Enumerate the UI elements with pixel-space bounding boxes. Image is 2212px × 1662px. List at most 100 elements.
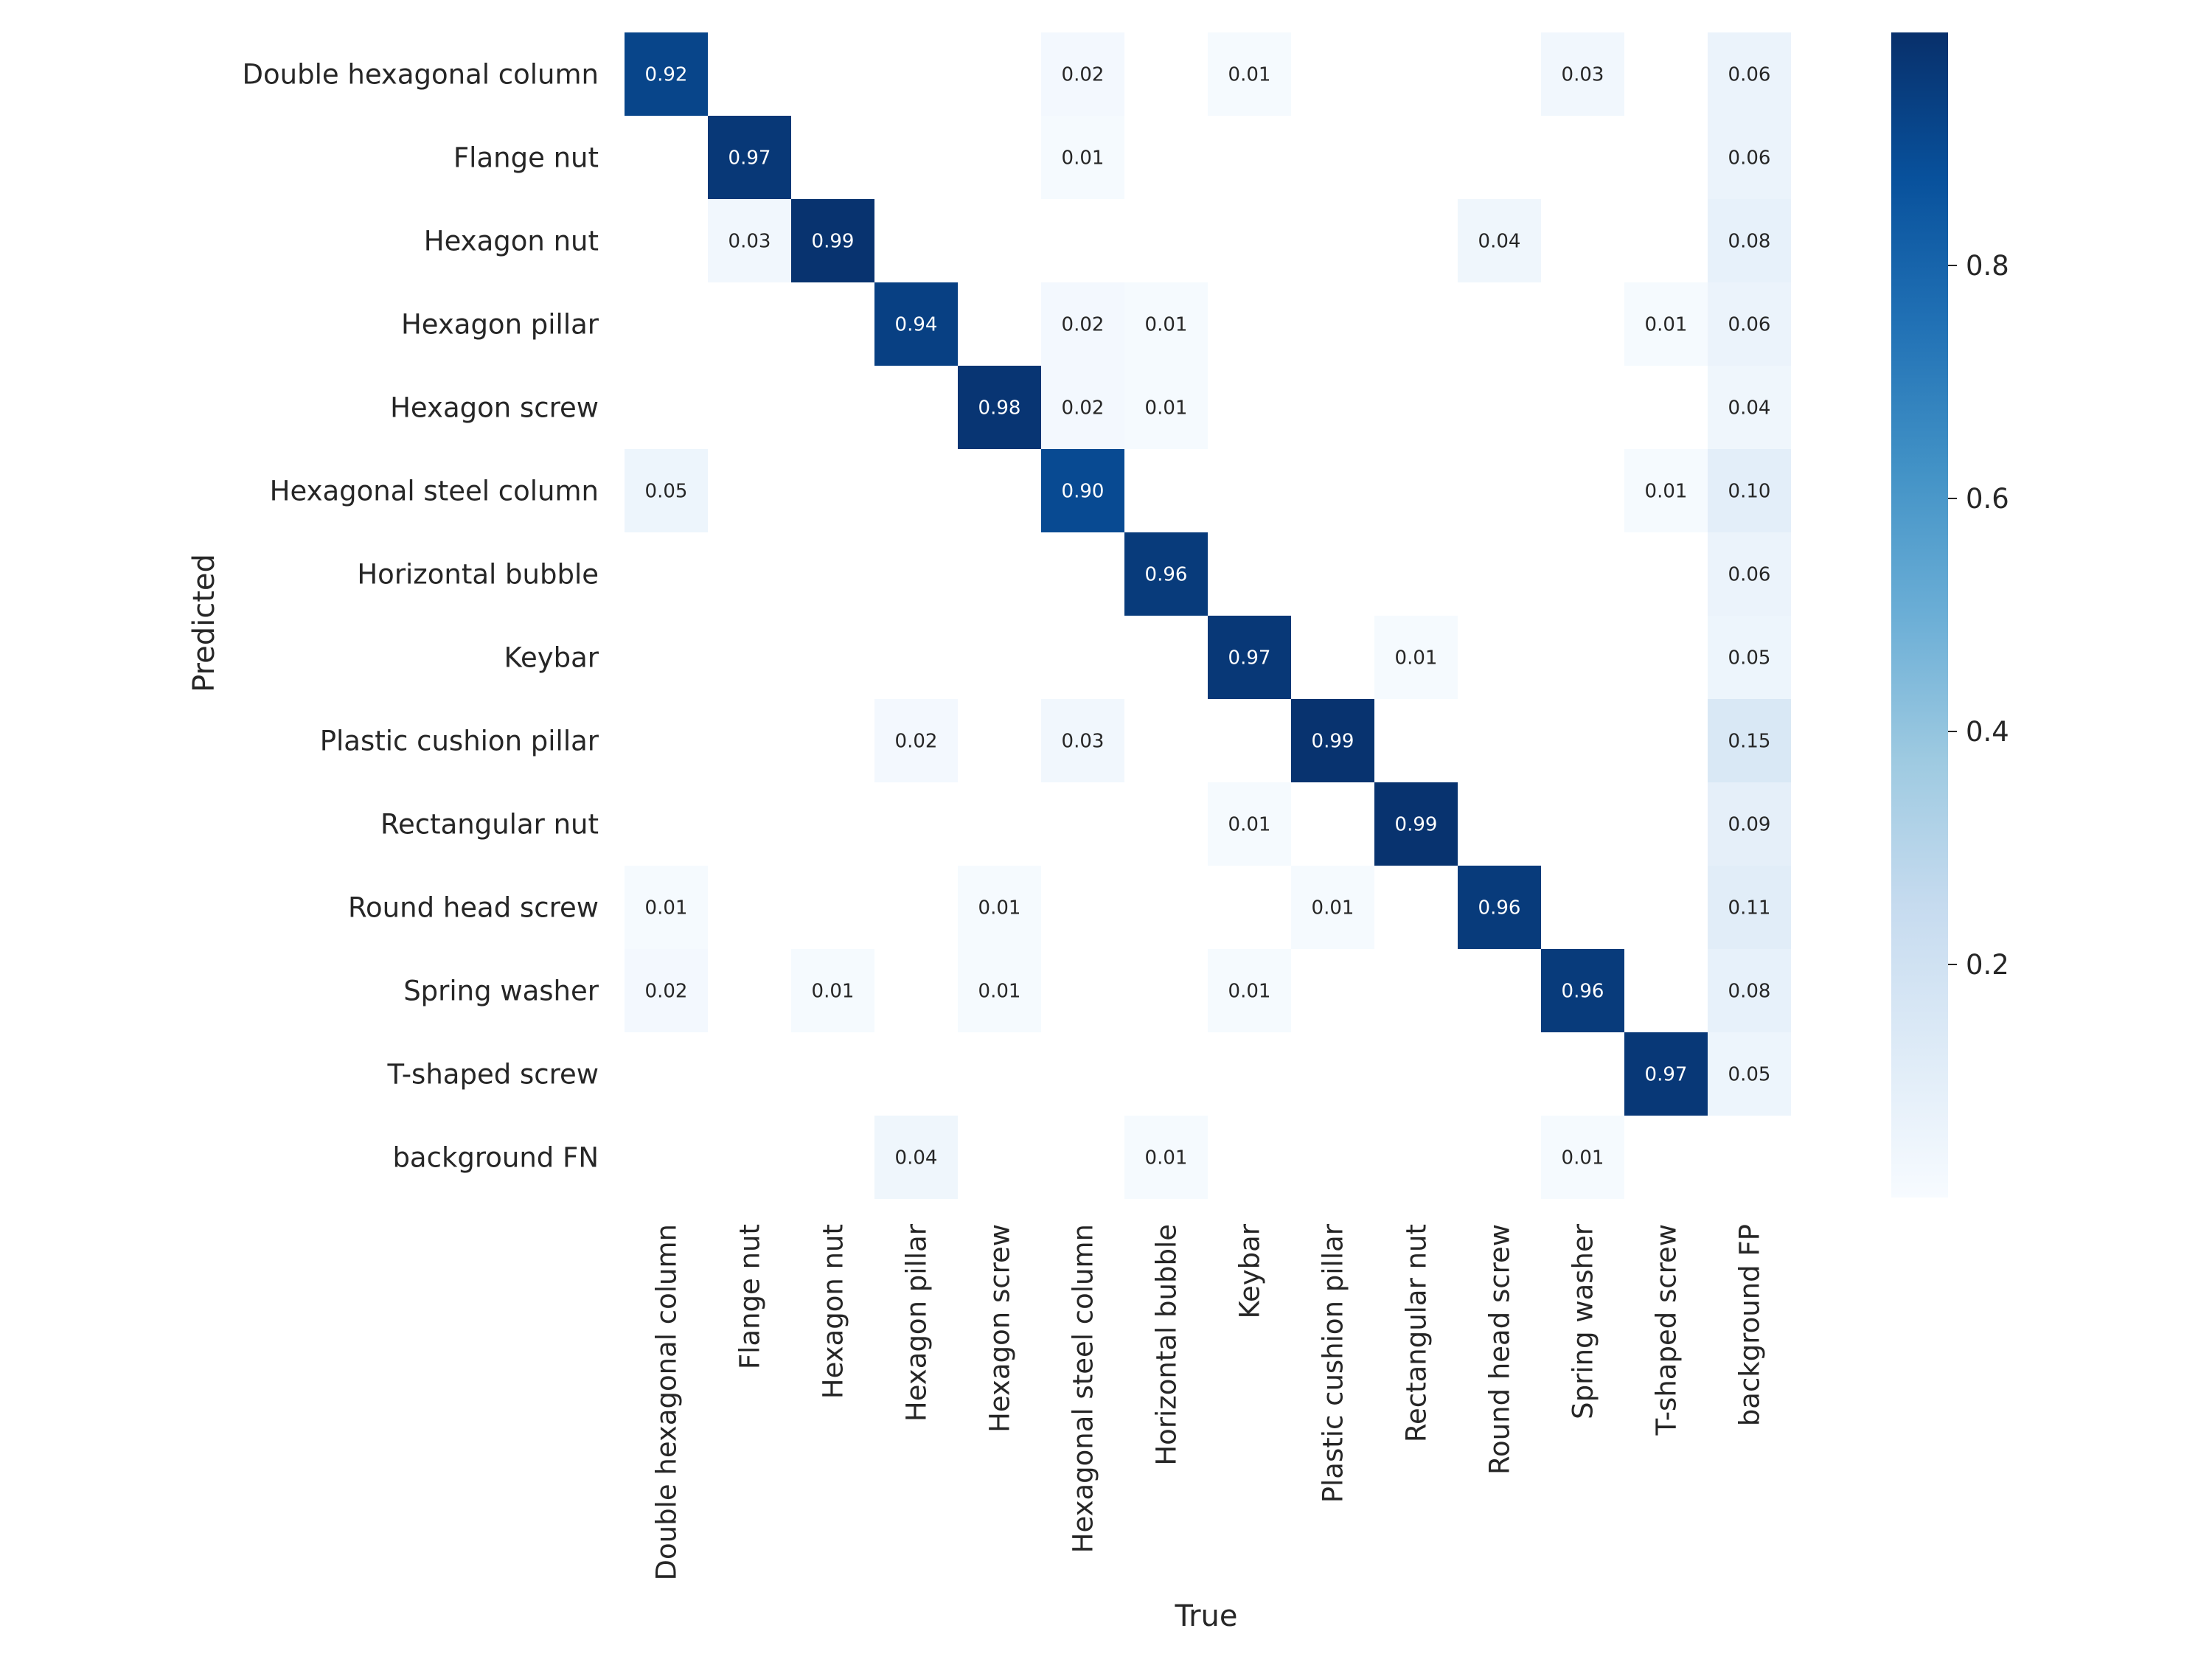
x-tick-label: Hexagon pillar: [901, 1223, 933, 1422]
heatmap-cell-label: 0.02: [645, 981, 688, 1003]
heatmap-cell-label: 0.99: [1395, 814, 1438, 836]
heatmap-cell-label: 0.06: [1728, 314, 1771, 336]
heatmap-cell: [1708, 199, 1791, 282]
x-tick-label: T-shaped screw: [1651, 1224, 1683, 1436]
heatmap-cell-label: 0.99: [812, 231, 855, 253]
heatmap-cell-label: 0.10: [1728, 481, 1771, 503]
heatmap-cell: [958, 949, 1041, 1032]
heatmap-cell: [791, 949, 874, 1032]
colorbar-ticks: 0.2 0.4 0.6 0.8: [1948, 250, 2009, 981]
y-tick-label: Rectangular nut: [380, 809, 599, 841]
heatmap-cell: [1708, 1032, 1791, 1116]
heatmap-cell: [1374, 782, 1458, 866]
heatmap-cell-label: 0.08: [1728, 981, 1771, 1003]
heatmap-cell: [1624, 282, 1708, 366]
heatmap-cell-labels: 0.92 0.02 0.01 0.03 0.06 0.97 0.01 0.06 0.03 0.99…: [645, 64, 1771, 1169]
x-axis-label: True: [1175, 1599, 1238, 1633]
heatmap-cell: [958, 366, 1041, 449]
heatmap-cell: [791, 199, 874, 282]
heatmap-cell-label: 0.01: [1562, 1147, 1604, 1169]
heatmap-cell-label: 0.01: [1395, 647, 1438, 670]
heatmap-cell-label: 0.03: [1062, 731, 1105, 753]
heatmap-cell-label: 0.06: [1728, 147, 1771, 170]
colorbar-tick-label: 0.6: [1966, 483, 2009, 515]
heatmap-cell-label: 0.05: [1728, 647, 1771, 670]
heatmap-cell-label: 0.01: [1145, 314, 1188, 336]
heatmap-cell: [1708, 32, 1791, 116]
heatmap-cell: [1291, 699, 1374, 782]
y-axis-tick-labels: Double hexagonal column Flange nut Hexagon…: [243, 59, 599, 1174]
heatmap-cell-label: 0.05: [645, 481, 688, 503]
x-tick-label: Hexagon nut: [818, 1224, 849, 1399]
y-tick-label: Plastic cushion pillar: [320, 726, 599, 757]
heatmap-cell-label: 0.97: [728, 147, 771, 170]
heatmap-cell: [625, 866, 708, 949]
heatmap-cells: [625, 32, 1791, 1199]
colorbar: 0.2 0.4 0.6 0.8: [1891, 32, 2009, 1197]
heatmap-cell: [1708, 782, 1791, 866]
heatmap-cell-label: 0.96: [1478, 897, 1521, 919]
heatmap-cell-label: 0.05: [1728, 1064, 1771, 1086]
x-tick-label: Flange nut: [734, 1224, 766, 1369]
heatmap-cell-label: 0.01: [645, 897, 688, 919]
heatmap-cell-label: 0.01: [1145, 397, 1188, 420]
heatmap-cell: [1541, 1116, 1624, 1199]
y-tick-label: Hexagon pillar: [401, 309, 599, 341]
heatmap-cell: [1124, 282, 1208, 366]
heatmap-cell-label: 0.92: [645, 64, 688, 86]
heatmap-cell-label: 0.01: [1645, 481, 1688, 503]
heatmap-cell: [1708, 282, 1791, 366]
y-axis-label: Predicted: [187, 554, 221, 692]
colorbar-tick-label: 0.2: [1966, 949, 2009, 981]
heatmap-cell-label: 0.04: [895, 1147, 938, 1169]
x-tick-label: Plastic cushion pillar: [1318, 1223, 1349, 1503]
heatmap-cell-label: 0.90: [1062, 481, 1105, 503]
heatmap-cell-label: 0.01: [812, 981, 855, 1003]
heatmap-cell: [1541, 32, 1624, 116]
heatmap-cell-label: 0.06: [1728, 64, 1771, 86]
heatmap-cell: [1291, 866, 1374, 949]
colorbar-gradient: [1891, 32, 1948, 1197]
heatmap-cell: [1458, 199, 1541, 282]
heatmap-cell-label: 0.04: [1478, 231, 1521, 253]
heatmap-cell-label: 0.06: [1728, 564, 1771, 586]
y-tick-label: background FN: [392, 1142, 599, 1174]
y-tick-label: Spring washer: [403, 976, 599, 1007]
x-tick-label: Horizontal bubble: [1151, 1224, 1183, 1466]
heatmap-cell: [1208, 32, 1291, 116]
heatmap-cell: [1041, 32, 1124, 116]
y-tick-label: Horizontal bubble: [357, 559, 599, 591]
heatmap-cell-label: 0.01: [1645, 314, 1688, 336]
heatmap-cell: [1041, 699, 1124, 782]
y-tick-label: Round head screw: [348, 892, 599, 924]
heatmap-cell: [1708, 532, 1791, 616]
heatmap-cell: [625, 449, 708, 532]
heatmap-cell: [1124, 366, 1208, 449]
y-tick-label: Hexagon screw: [390, 392, 599, 424]
heatmap-cell-label: 0.96: [1145, 564, 1188, 586]
heatmap-cell: [874, 282, 958, 366]
heatmap-cell: [1708, 866, 1791, 949]
heatmap-cell: [1708, 116, 1791, 199]
heatmap-cell: [1708, 949, 1791, 1032]
heatmap-cell-label: 0.98: [978, 397, 1021, 420]
heatmap-cell-label: 0.01: [1145, 1147, 1188, 1169]
x-tick-label: Double hexagonal column: [651, 1224, 683, 1581]
heatmap-cell-label: 0.03: [1562, 64, 1604, 86]
colorbar-tick-label: 0.8: [1966, 250, 2009, 282]
heatmap-cell-label: 0.02: [1062, 397, 1105, 420]
x-tick-label: Rectangular nut: [1401, 1224, 1433, 1442]
heatmap-cell-label: 0.15: [1728, 731, 1771, 753]
heatmap-cell-label: 0.01: [1228, 981, 1271, 1003]
x-tick-label: Hexagon screw: [984, 1224, 1016, 1433]
heatmap-cell: [625, 949, 708, 1032]
x-tick-label: Spring washer: [1568, 1223, 1599, 1419]
heatmap-cell: [1124, 532, 1208, 616]
x-tick-label: Round head screw: [1484, 1224, 1516, 1475]
heatmap-cell: [1541, 949, 1624, 1032]
heatmap-cell-label: 0.94: [895, 314, 938, 336]
x-tick-label: background FP: [1734, 1224, 1766, 1426]
y-tick-label: T-shaped screw: [387, 1059, 599, 1091]
heatmap-cell-label: 0.97: [1228, 647, 1271, 670]
